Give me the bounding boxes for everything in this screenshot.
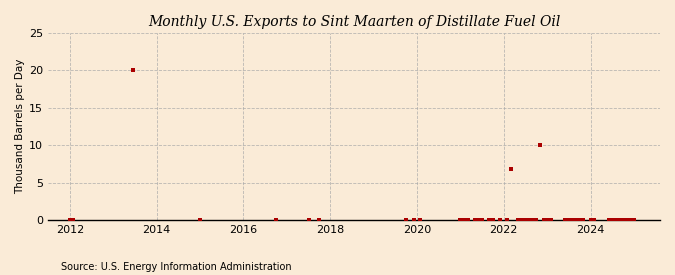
Point [408, 218, 419, 222]
Point [524, 218, 535, 222]
Point [473, 218, 484, 222]
Point [401, 218, 412, 222]
Point [487, 218, 498, 222]
Point [542, 218, 553, 222]
Point [303, 218, 314, 222]
Point [314, 218, 325, 222]
Point [545, 218, 556, 222]
Point [469, 218, 480, 222]
Point [128, 68, 138, 73]
Point [578, 218, 589, 222]
Title: Monthly U.S. Exports to Sint Maarten of Distillate Fuel Oil: Monthly U.S. Exports to Sint Maarten of … [148, 15, 560, 29]
Point [564, 218, 574, 222]
Point [560, 218, 571, 222]
Point [621, 218, 632, 222]
Point [484, 218, 495, 222]
Point [516, 218, 527, 222]
Point [513, 218, 524, 222]
Point [628, 218, 639, 222]
Point [589, 218, 599, 222]
Text: Source: U.S. Energy Information Administration: Source: U.S. Energy Information Administ… [61, 262, 292, 272]
Point [506, 167, 516, 172]
Point [271, 218, 281, 222]
Point [455, 218, 466, 222]
Point [538, 218, 549, 222]
Point [415, 218, 426, 222]
Point [610, 218, 621, 222]
Point [567, 218, 578, 222]
Y-axis label: Thousand Barrels per Day: Thousand Barrels per Day [15, 59, 25, 194]
Point [64, 218, 75, 222]
Point [531, 218, 542, 222]
Point [535, 143, 545, 148]
Point [502, 218, 512, 222]
Point [614, 218, 625, 222]
Point [462, 218, 473, 222]
Point [571, 218, 582, 222]
Point [607, 218, 618, 222]
Point [68, 218, 79, 222]
Point [495, 218, 506, 222]
Point [574, 218, 585, 222]
Point [618, 218, 628, 222]
Point [625, 218, 636, 222]
Point [520, 218, 531, 222]
Point [458, 218, 469, 222]
Point [527, 218, 538, 222]
Point [194, 218, 205, 222]
Point [603, 218, 614, 222]
Point [477, 218, 487, 222]
Point [585, 218, 596, 222]
